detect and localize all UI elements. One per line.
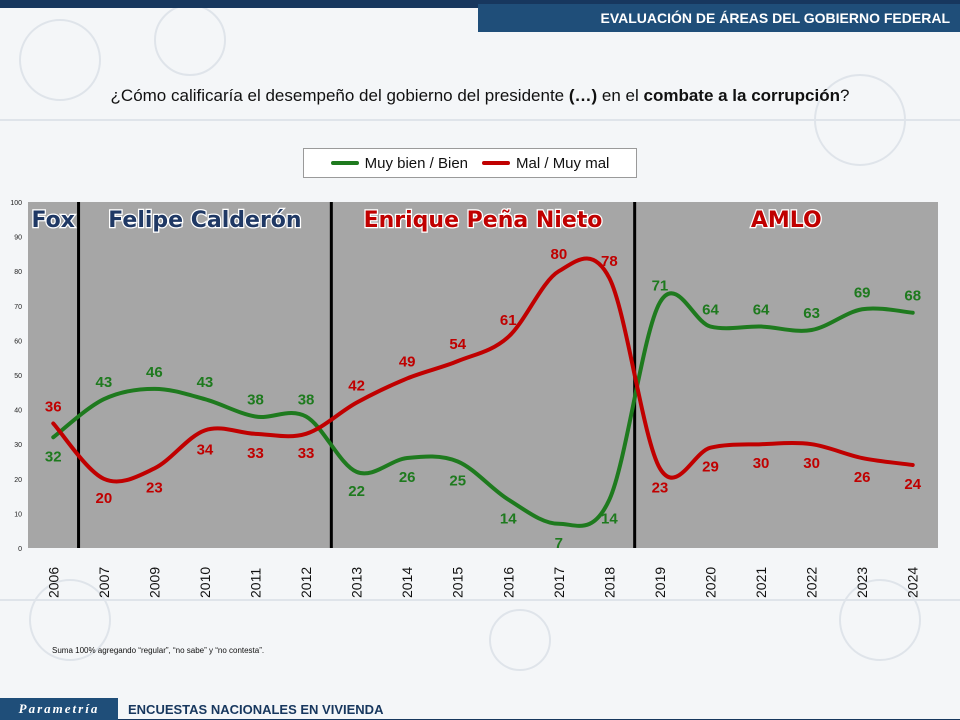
data-label-bad: 34: [197, 441, 214, 458]
x-tick-label: 2018: [601, 567, 617, 598]
data-label-bad: 33: [298, 445, 315, 462]
series-bad-line: [51, 256, 915, 484]
legend-label-good: Muy bien / Bien: [364, 154, 469, 172]
plot-area: [28, 202, 938, 548]
data-label-good: 25: [449, 473, 466, 490]
legend-swatch-good: [330, 161, 359, 165]
legend-label-bad: Mal / Muy mal: [516, 154, 610, 172]
x-tick-label: 2011: [248, 568, 264, 598]
period-label: Fox: [32, 208, 75, 233]
y-tick-label: 70: [14, 304, 22, 311]
data-label-bad: 49: [399, 353, 416, 370]
x-tick-label: 2010: [197, 567, 213, 598]
y-tick-label: 20: [14, 477, 22, 484]
data-label-bad: 80: [550, 246, 567, 263]
data-label-bad: 33: [247, 445, 264, 462]
x-tick-label: 2006: [45, 567, 61, 598]
data-label-bad: 61: [500, 312, 517, 329]
data-label-good: 63: [803, 305, 820, 322]
data-label-bad: 30: [753, 455, 770, 472]
footnote: Suma 100% agregando “regular”, “no sabe”…: [52, 646, 265, 655]
data-label-bad: 36: [45, 398, 62, 415]
y-tick-label: 100: [10, 200, 22, 207]
x-tick-label: 2017: [551, 567, 567, 598]
question-part-2: en el: [597, 86, 644, 105]
header-title: EVALUACIÓN DE ÁREAS DEL GOBIERNO FEDERAL: [478, 4, 960, 32]
y-tick-label: 80: [14, 269, 22, 276]
data-label-good: 7: [555, 535, 563, 552]
data-label-bad: 23: [146, 479, 163, 496]
data-label-bad: 30: [803, 455, 820, 472]
data-label-bad: 20: [95, 490, 112, 507]
question-text: ¿Cómo calificaría el desempeño del gobie…: [0, 86, 960, 106]
data-label-bad: 23: [652, 479, 669, 496]
data-label-good: 14: [601, 511, 618, 528]
period-label: AMLO: [751, 208, 822, 233]
data-label-good: 69: [854, 284, 871, 301]
data-label-good: 46: [146, 364, 163, 381]
footer-text: ENCUESTAS NACIONALES EN VIVIENDA: [128, 702, 384, 717]
data-label-bad: 24: [904, 476, 921, 493]
legend-swatch-bad: [482, 161, 511, 165]
x-tick-label: 2022: [804, 567, 820, 598]
question-part-3: ?: [840, 86, 850, 105]
data-label-good: 22: [348, 483, 365, 500]
x-tick-label: 2024: [905, 567, 921, 598]
data-label-bad: 78: [601, 253, 618, 270]
data-label-good: 43: [95, 374, 112, 391]
series-good-line: [51, 291, 915, 528]
y-tick-label: 0: [18, 546, 22, 553]
x-tick-label: 2012: [298, 567, 314, 598]
x-tick-label: 2007: [96, 567, 112, 598]
period-label: Felipe Calderón: [108, 208, 301, 233]
x-tick-label: 2014: [399, 567, 415, 598]
data-label-good: 32: [45, 448, 62, 465]
legend-item-good: Muy bien / Bien: [330, 154, 469, 172]
data-label-good: 71: [652, 277, 669, 294]
x-tick-label: 2009: [146, 567, 162, 598]
question-part-1: ¿Cómo calificaría el desempeño del gobie…: [110, 86, 569, 105]
y-tick-label: 60: [14, 338, 22, 345]
legend-item-bad: Mal / Muy mal: [482, 155, 609, 172]
question-bold-2: combate a la corrupción: [643, 86, 841, 105]
data-label-good: 43: [197, 374, 214, 391]
y-tick-label: 90: [14, 235, 22, 242]
question-bold-1: (…): [568, 86, 598, 105]
data-label-bad: 29: [702, 459, 719, 476]
data-label-good: 68: [904, 288, 921, 305]
data-label-bad: 42: [348, 378, 365, 395]
data-label-good: 26: [399, 469, 416, 486]
x-tick-label: 2013: [349, 567, 365, 598]
x-tick-label: 2015: [450, 567, 466, 598]
data-label-bad: 54: [449, 336, 466, 353]
period-label: Enrique Peña Nieto: [364, 208, 603, 233]
x-tick-label: 2020: [703, 567, 719, 598]
data-label-bad: 26: [854, 469, 871, 486]
data-label-good: 64: [702, 302, 719, 319]
chart-legend: Muy bien / Bien Mal / Muy mal: [303, 148, 637, 178]
data-label-good: 14: [500, 511, 517, 528]
y-tick-label: 40: [14, 408, 22, 415]
y-tick-label: 10: [14, 511, 22, 518]
data-label-good: 64: [753, 302, 770, 319]
y-tick-label: 30: [14, 442, 22, 449]
data-label-good: 38: [298, 392, 315, 409]
x-tick-label: 2019: [652, 567, 668, 598]
x-tick-label: 2021: [753, 567, 769, 598]
parametria-logo: Parametría: [0, 698, 118, 720]
x-tick-label: 2023: [854, 567, 870, 598]
x-tick-label: 2016: [500, 567, 516, 598]
data-label-good: 38: [247, 392, 264, 409]
y-tick-label: 50: [14, 373, 22, 380]
